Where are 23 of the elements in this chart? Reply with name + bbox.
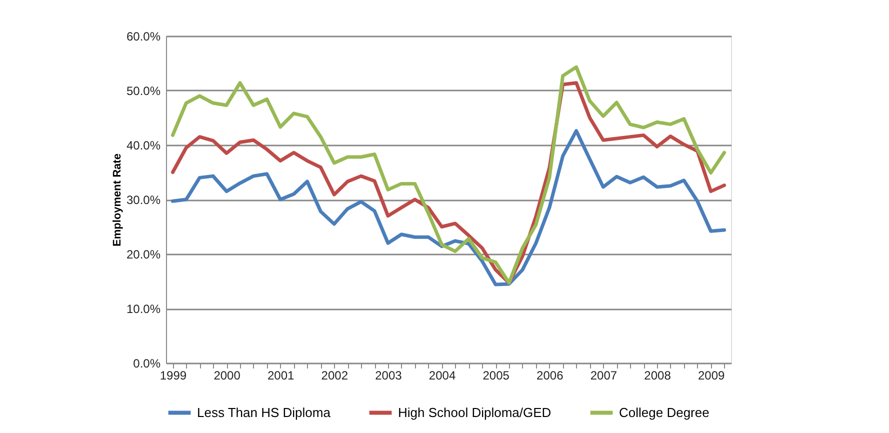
y-tick-label: 20.0% [126,248,161,262]
y-tick-label: 60.0% [126,30,161,44]
y-tick-label: 10.0% [126,302,161,316]
x-tick-label: 2007 [590,368,618,382]
y-axis-title: Employment Rate [111,154,124,246]
x-tick-label: 2001 [267,368,295,382]
x-tick-label: 2002 [321,368,348,382]
x-tick-label: 2009 [698,368,725,382]
y-tick-label: 30.0% [126,193,161,207]
x-tick-label: 1999 [160,368,187,382]
legend-label: Less Than HS Diploma [197,404,332,420]
legend-label: College Degree [619,404,710,420]
x-tick-label: 2004 [428,368,456,382]
x-tick-label: 2003 [375,368,402,382]
legend-label: High School Diploma/GED [398,404,552,420]
y-tick-label: 0.0% [133,356,161,370]
x-tick-label: 2006 [536,368,564,382]
y-tick-label: 40.0% [126,138,161,152]
line-series [170,129,726,286]
x-tick-label: 2008 [644,368,672,382]
x-tick-label: 2005 [482,368,510,382]
y-tick-label: 50.0% [126,84,161,98]
x-tick-label: 2000 [214,368,241,382]
